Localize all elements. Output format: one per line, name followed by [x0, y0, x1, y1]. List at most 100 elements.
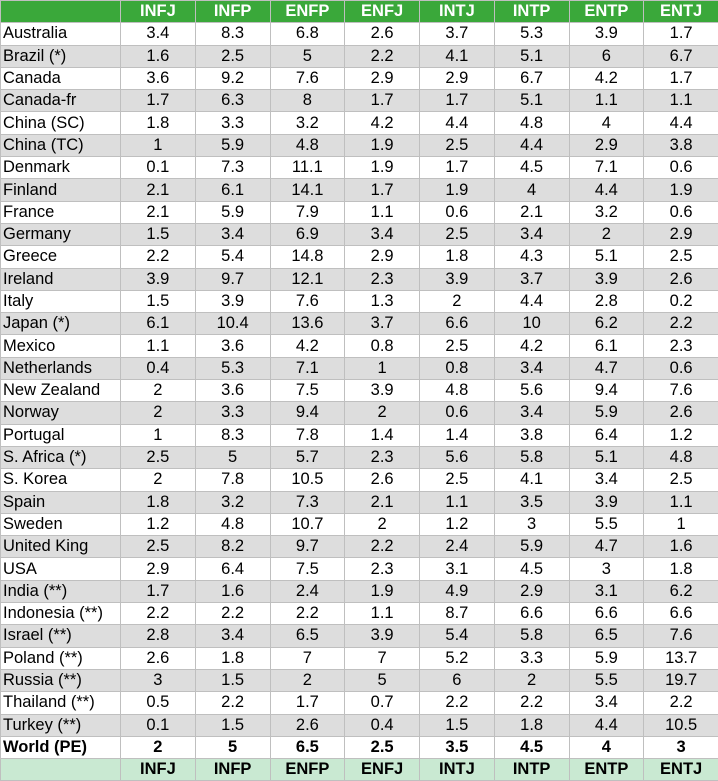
value-cell: 2.5: [644, 246, 718, 268]
value-cell: 5.5: [569, 513, 644, 535]
value-cell: 4.5: [494, 558, 569, 580]
value-cell: 6.7: [494, 67, 569, 89]
value-cell: 0.1: [121, 714, 196, 736]
value-cell: 0.5: [121, 692, 196, 714]
value-cell: 5.6: [494, 380, 569, 402]
value-cell: 2.8: [569, 290, 644, 312]
world-value-cell: 6.5: [270, 736, 345, 758]
value-cell: 3.6: [195, 380, 270, 402]
value-cell: 1: [121, 424, 196, 446]
value-cell: 9.4: [569, 380, 644, 402]
value-cell: 6.6: [644, 603, 718, 625]
country-cell: India (**): [1, 580, 121, 602]
value-cell: 2: [420, 290, 495, 312]
world-value-cell: 4.5: [494, 736, 569, 758]
value-cell: 7: [345, 647, 420, 669]
value-cell: 2: [121, 380, 196, 402]
value-cell: 2.5: [644, 469, 718, 491]
value-cell: 2.2: [494, 692, 569, 714]
column-footer-enfp: ENFP: [270, 759, 345, 781]
value-cell: 1: [345, 357, 420, 379]
value-cell: 1.9: [420, 179, 495, 201]
value-cell: 10.7: [270, 513, 345, 535]
world-value-cell: 3: [644, 736, 718, 758]
value-cell: 0.6: [644, 157, 718, 179]
country-cell: Israel (**): [1, 625, 121, 647]
value-cell: 4.5: [494, 157, 569, 179]
value-cell: 0.2: [644, 290, 718, 312]
value-cell: 2.9: [644, 223, 718, 245]
country-cell: Norway: [1, 402, 121, 424]
value-cell: 2.9: [420, 67, 495, 89]
value-cell: 4.9: [420, 580, 495, 602]
world-value-cell: 3.5: [420, 736, 495, 758]
value-cell: 8.7: [420, 603, 495, 625]
value-cell: 5.1: [494, 45, 569, 67]
country-cell: S. Africa (*): [1, 446, 121, 468]
country-cell: Italy: [1, 290, 121, 312]
value-cell: 1.8: [420, 246, 495, 268]
column-header-entj: ENTJ: [644, 1, 718, 23]
value-cell: 4: [494, 179, 569, 201]
value-cell: 1.1: [644, 90, 718, 112]
value-cell: 13.6: [270, 313, 345, 335]
value-cell: 3.9: [569, 268, 644, 290]
value-cell: 7.3: [270, 491, 345, 513]
value-cell: 4: [569, 112, 644, 134]
value-cell: 4.1: [494, 469, 569, 491]
value-cell: 5.1: [569, 246, 644, 268]
value-cell: 1.5: [195, 714, 270, 736]
value-cell: 6.7: [644, 45, 718, 67]
world-value-cell: 4: [569, 736, 644, 758]
value-cell: 2: [121, 402, 196, 424]
value-cell: 3: [569, 558, 644, 580]
value-cell: 5.4: [195, 246, 270, 268]
value-cell: 7.6: [644, 380, 718, 402]
country-cell: Poland (**): [1, 647, 121, 669]
country-cell: S. Korea: [1, 469, 121, 491]
value-cell: 2.5: [420, 469, 495, 491]
value-cell: 3.9: [195, 290, 270, 312]
value-cell: 4.2: [345, 112, 420, 134]
value-cell: 2.2: [644, 692, 718, 714]
value-cell: 3.4: [121, 23, 196, 45]
value-cell: 3.9: [420, 268, 495, 290]
value-cell: 7.3: [195, 157, 270, 179]
value-cell: 3: [121, 669, 196, 691]
value-cell: 3.4: [494, 223, 569, 245]
value-cell: 3.4: [195, 625, 270, 647]
value-cell: 1.4: [345, 424, 420, 446]
value-cell: 1.7: [270, 692, 345, 714]
country-cell: Denmark: [1, 157, 121, 179]
value-cell: 5.3: [494, 23, 569, 45]
world-value-cell: 2.5: [345, 736, 420, 758]
value-cell: 3.9: [121, 268, 196, 290]
column-footer-infj: INFJ: [121, 759, 196, 781]
value-cell: 4.7: [569, 357, 644, 379]
country-cell: Netherlands: [1, 357, 121, 379]
value-cell: 5.9: [569, 402, 644, 424]
value-cell: 4.4: [644, 112, 718, 134]
value-cell: 0.1: [121, 157, 196, 179]
footer-corner-cell: [1, 759, 121, 781]
value-cell: 4.2: [569, 67, 644, 89]
header-corner-cell: [1, 1, 121, 23]
value-cell: 2: [270, 669, 345, 691]
value-cell: 1.9: [345, 580, 420, 602]
value-cell: 2.9: [569, 134, 644, 156]
value-cell: 2.2: [420, 692, 495, 714]
value-cell: 3.4: [569, 692, 644, 714]
value-cell: 4.8: [420, 380, 495, 402]
